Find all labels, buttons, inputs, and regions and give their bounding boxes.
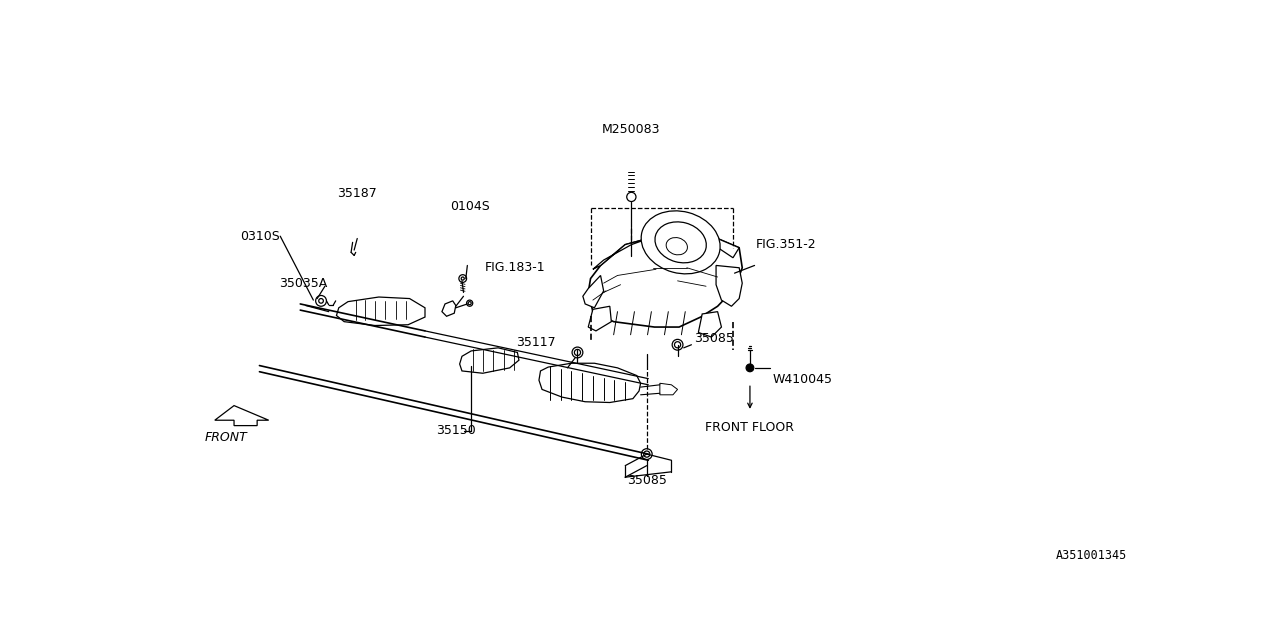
Polygon shape [593,231,739,269]
Ellipse shape [666,237,687,255]
Polygon shape [460,348,518,373]
Text: A351001345: A351001345 [1056,549,1128,563]
Text: 35085: 35085 [695,332,735,345]
Ellipse shape [655,222,707,263]
Circle shape [746,364,754,372]
Text: 35035A: 35035A [279,276,326,290]
Polygon shape [539,364,640,403]
Polygon shape [337,297,425,326]
Polygon shape [716,266,742,307]
Polygon shape [589,232,742,327]
Text: 0104S: 0104S [449,200,489,212]
Polygon shape [589,307,612,331]
Text: W410045: W410045 [773,373,833,386]
Ellipse shape [641,211,721,274]
Text: 35117: 35117 [516,336,556,349]
Polygon shape [699,312,722,337]
Text: FIG.183-1: FIG.183-1 [485,261,545,275]
Text: 0310S: 0310S [241,230,280,243]
Polygon shape [660,383,677,395]
Text: FRONT: FRONT [205,431,248,444]
Text: FIG.351-2: FIG.351-2 [756,238,817,251]
Text: 35187: 35187 [338,188,378,200]
Text: 35150: 35150 [436,424,476,438]
Text: FRONT FLOOR: FRONT FLOOR [705,420,795,434]
Text: 35085: 35085 [627,474,667,487]
Text: M250083: M250083 [602,123,660,136]
Polygon shape [442,301,456,316]
Polygon shape [215,406,269,426]
Polygon shape [582,275,604,308]
